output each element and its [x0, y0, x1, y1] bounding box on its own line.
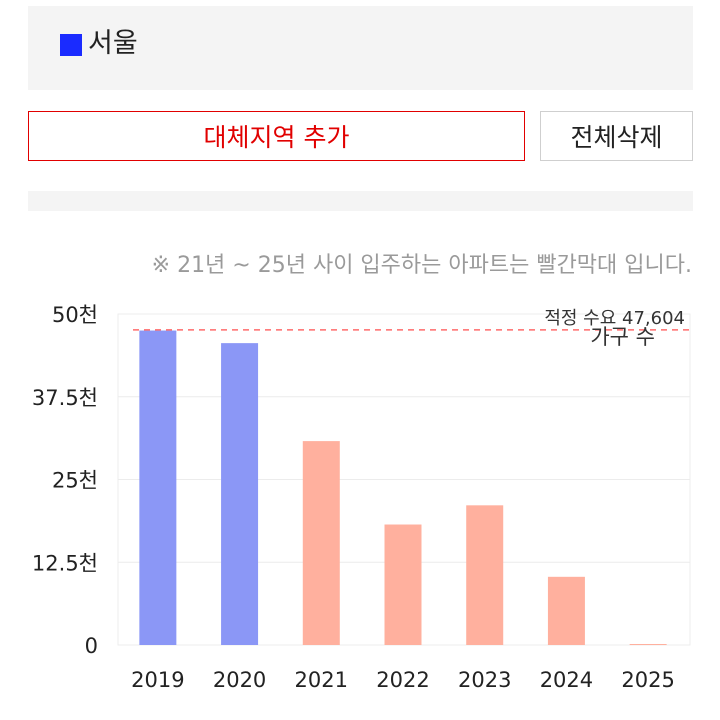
bar [302, 441, 340, 645]
region-name: 서울 [88, 28, 138, 59]
y-tick-label: 50천 [52, 303, 98, 327]
bar [221, 343, 259, 645]
clear-all-button[interactable]: 전체삭제 [540, 111, 693, 161]
bar [384, 524, 422, 645]
y-tick-label: 37.5천 [32, 386, 98, 410]
bar [139, 330, 177, 645]
y-tick-label: 12.5천 [32, 551, 98, 575]
y-tick-label: 0 [85, 634, 98, 658]
x-tick-label: 2022 [376, 668, 429, 692]
overlap-label: 가구 수 [590, 325, 655, 349]
x-tick-label: 2025 [621, 668, 674, 692]
bar [547, 576, 585, 645]
x-tick-label: 2024 [540, 668, 593, 692]
region-color-swatch [60, 34, 82, 56]
x-tick-label: 2020 [213, 668, 266, 692]
x-tick-label: 2021 [295, 668, 348, 692]
reference-line-label: 적정 수요 47,604 [544, 308, 685, 329]
region-panel: 서울 [28, 6, 693, 90]
bar [629, 644, 667, 645]
y-tick-label: 25천 [52, 469, 98, 493]
bar-chart: 0 12.5천 25천 37.5천 50천 2019 2020 2021 2022 2023 202… [32, 303, 691, 692]
x-tick-label: 2019 [131, 668, 184, 692]
x-tick-label: 2023 [458, 668, 511, 692]
add-alternative-region-button[interactable]: 대체지역 추가 [28, 111, 525, 161]
divider-band [28, 191, 693, 211]
chart-note: ※ 21년 ~ 25년 사이 입주하는 아파트는 빨간막대 입니다. [151, 253, 692, 278]
bar [466, 505, 504, 645]
